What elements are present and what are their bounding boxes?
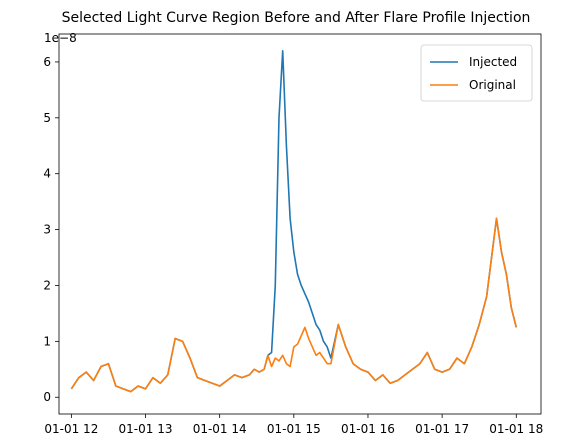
series-line-injected bbox=[70, 49, 518, 393]
x-tick-label: 01-01 15 bbox=[267, 422, 321, 436]
plot-frame bbox=[58, 33, 542, 415]
y-axis-ticks: 0 1 2 3 4 5 6 bbox=[43, 55, 59, 404]
y-tick-label: 3 bbox=[43, 223, 51, 237]
y-tick-label: 2 bbox=[43, 278, 51, 292]
legend-label-injected: Injected bbox=[469, 55, 517, 69]
chart-title: Selected Light Curve Region Before and A… bbox=[62, 10, 531, 26]
x-tick-label: 01-01 17 bbox=[415, 422, 469, 436]
y-tick-label: 5 bbox=[43, 111, 51, 125]
legend-box bbox=[420, 44, 533, 102]
x-tick-label: 01-01 16 bbox=[341, 422, 395, 436]
legend: Injected Original bbox=[420, 44, 533, 102]
y-offset-label: 1e−8 bbox=[44, 31, 77, 45]
x-tick-label: 01-01 14 bbox=[193, 422, 247, 436]
series-layer bbox=[70, 49, 518, 393]
series-line-original bbox=[70, 217, 518, 393]
legend-label-original: Original bbox=[469, 78, 516, 92]
x-tick-label: 01-01 12 bbox=[44, 422, 98, 436]
x-axis-ticks: 01-01 12 01-01 13 01-01 14 01-01 15 01-01 16… bbox=[44, 414, 543, 436]
y-tick-label: 1 bbox=[43, 334, 51, 348]
y-tick-label: 6 bbox=[43, 55, 51, 69]
x-tick-label: 01-01 13 bbox=[119, 422, 173, 436]
x-tick-label: 01-01 18 bbox=[489, 422, 543, 436]
y-tick-label: 4 bbox=[43, 167, 51, 181]
y-tick-label: 0 bbox=[43, 390, 51, 404]
